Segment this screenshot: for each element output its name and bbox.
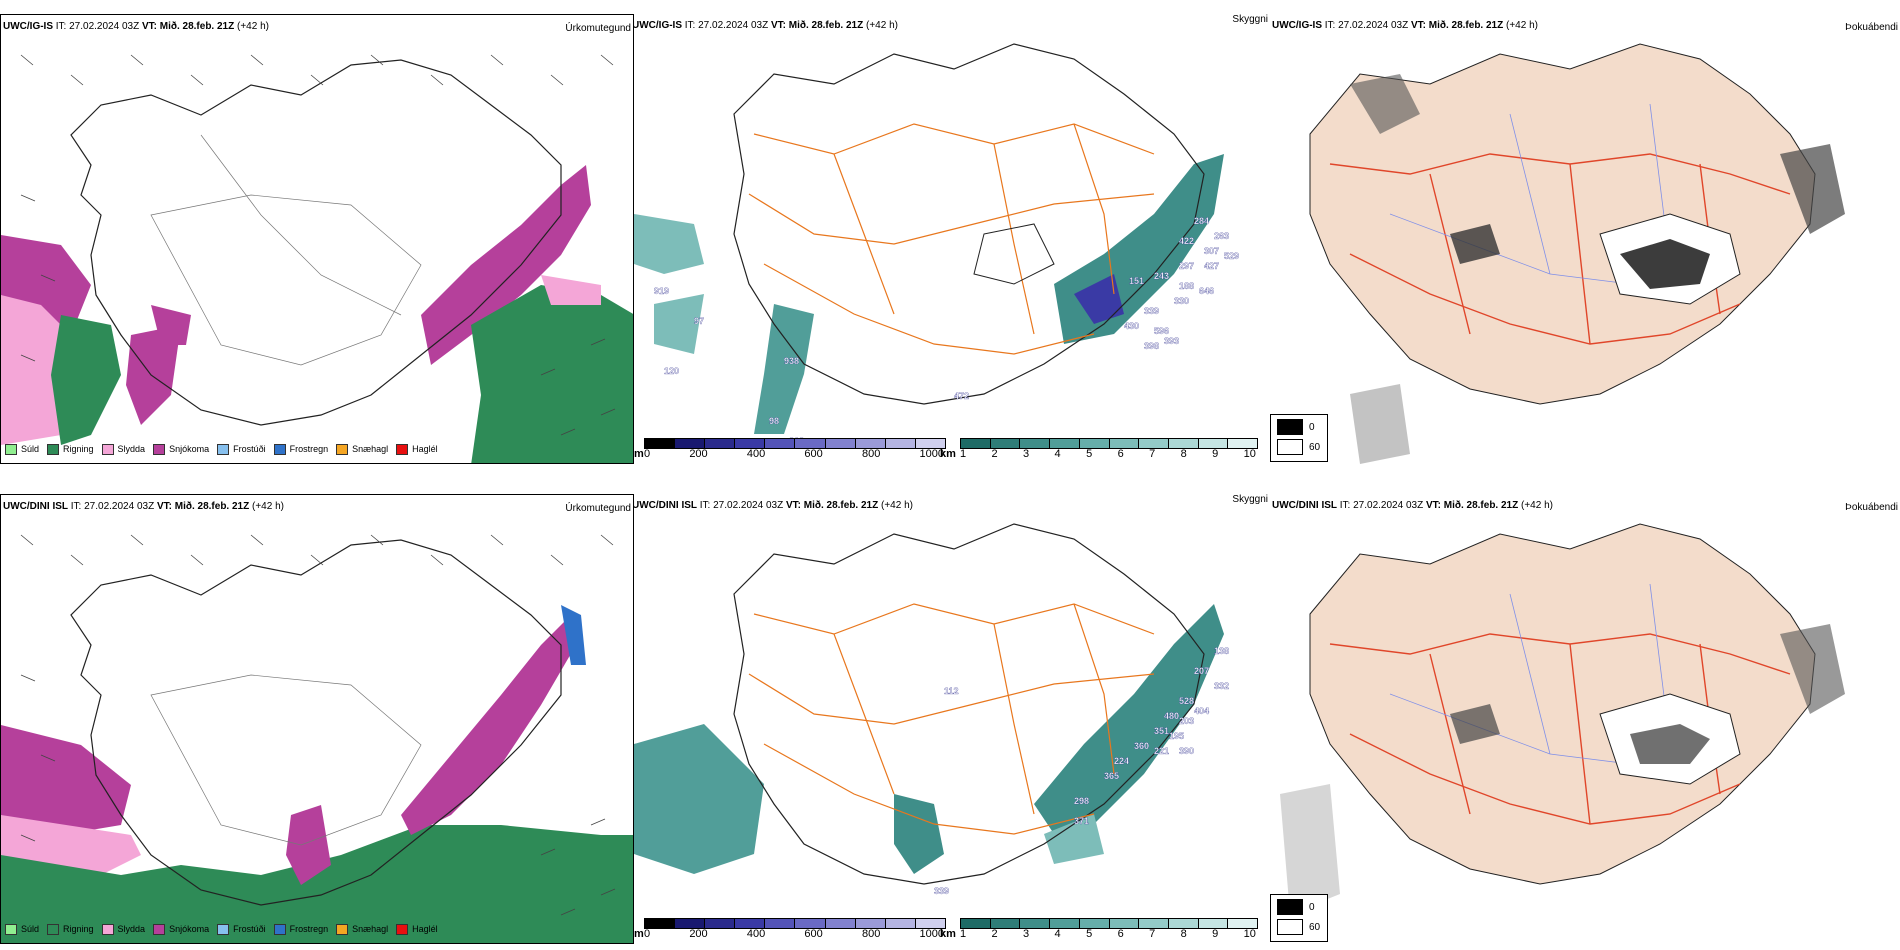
panel-title: Úrkomutegund <box>565 503 631 514</box>
fog-panel-top: UWC/IG-IS IT: 27.02.2024 03Z VT: Mið. 28… <box>1270 14 1900 464</box>
visibility-value-label: 195 <box>1169 731 1184 741</box>
visibility-value-label: 427 <box>1204 261 1219 271</box>
visibility-value-label: 120 <box>664 366 679 376</box>
visibility-value-label: 404 <box>1194 706 1209 716</box>
visibility-value-label: 188 <box>1179 281 1194 291</box>
panel-title: Skyggni <box>1232 14 1268 25</box>
visibility-value-label: 360 <box>1134 741 1149 751</box>
fog-map-top <box>1309 43 1845 464</box>
panel-header: UWC/IG-IS IT: 27.02.2024 03Z VT: Mið. 28… <box>634 20 898 31</box>
visibility-value-label: 138 <box>1214 646 1229 656</box>
visibility-value-label: 243 <box>1154 271 1169 281</box>
panel-title: Skyggni <box>1232 494 1268 505</box>
legend-swatch <box>153 443 166 455</box>
visibility-value-label: 365 <box>1104 771 1119 781</box>
visibility-value-label: 596 <box>1154 326 1169 336</box>
visibility-value-label: 528 <box>1179 696 1194 706</box>
visibility-value-label: 529 <box>1224 251 1239 261</box>
visibility-value-label: 284 <box>1194 216 1209 226</box>
legend-swatch <box>217 443 230 455</box>
panel-header: UWC/DINI ISL IT: 27.02.2024 03Z VT: Mið.… <box>3 501 284 512</box>
legend-swatch <box>273 443 286 455</box>
roads <box>748 123 1155 355</box>
panel-header: UWC/DINI ISL IT: 27.02.2024 03Z VT: Mið.… <box>1272 500 1553 511</box>
panel-header: UWC/IG-IS IT: 27.02.2024 03Z VT: Mið. 28… <box>3 21 269 32</box>
precip-legend: Súld Rigning Slydda Snjókoma Frostúði Fr… <box>5 920 438 938</box>
visibility-panel-bottom: 138 207 332 528 404 480 203 351 195 360 221 390 224 3… <box>634 494 1270 944</box>
visibility-value-label: 339 <box>934 886 949 896</box>
legend-swatch <box>101 443 114 455</box>
visibility-value-label: 112 <box>944 686 959 696</box>
visibility-value-label: 97 <box>694 316 704 326</box>
precip-legend: Súld Rigning Slydda Snjókoma Frostúði Fr… <box>5 440 438 458</box>
fog-map-bottom <box>1280 523 1845 914</box>
model-name: UWC/IG-IS <box>3 21 53 32</box>
visibility-value-label: 938 <box>784 356 799 366</box>
visibility-value-label: 480 <box>1164 711 1179 721</box>
colorbar-ticks-km: 1 2 3 4 5 6 7 8 9 10 <box>960 928 1256 940</box>
wind-barbs-bottom <box>20 534 616 916</box>
visibility-value-label: 224 <box>1114 756 1129 766</box>
legend-swatch <box>47 443 60 455</box>
colorbar-ticks-km: 1 2 3 4 5 6 7 8 9 10 <box>960 448 1256 460</box>
visibility-value-label: 339 <box>1144 306 1159 316</box>
visibility-value-label: 393 <box>1164 336 1179 346</box>
precip-type-panel-bottom: UWC/DINI ISL IT: 27.02.2024 03Z VT: Mið.… <box>0 494 634 944</box>
visibility-value-label: 298 <box>1074 796 1089 806</box>
precip-map-top <box>1 54 633 463</box>
visibility-value-label: 332 <box>1214 681 1229 691</box>
visibility-value-label: 151 <box>1129 276 1144 286</box>
panel-title: Þokuábendi <box>1845 22 1898 33</box>
panel-header: UWC/IG-IS IT: 27.02.2024 03Z VT: Mið. 28… <box>1272 20 1538 31</box>
visibility-value-label: 422 <box>1179 236 1194 246</box>
legend-swatch <box>5 443 17 455</box>
fog-legend: 0 60 <box>1270 414 1328 462</box>
visibility-panel-top: 284 263 422 307 529 297 427 243 151 188 646 330 339 4… <box>634 14 1270 464</box>
panel-header: UWC/DINI ISL IT: 27.02.2024 03Z VT: Mið.… <box>634 500 913 511</box>
visibility-value-label: 646 <box>1199 286 1214 296</box>
visibility-value-label: 390 <box>1179 746 1194 756</box>
legend-swatch <box>396 443 409 455</box>
fog-legend: 0 60 <box>1270 894 1328 942</box>
precip-map-bottom <box>1 534 633 943</box>
precip-type-panel-top: UWC/IG-IS IT: 27.02.2024 03Z VT: Mið. 28… <box>0 14 634 464</box>
visibility-value-label: 297 <box>1179 261 1194 271</box>
visibility-value-label: 919 <box>654 286 669 296</box>
wind-barbs-top <box>20 54 616 436</box>
visibility-colorbar-m <box>644 918 946 929</box>
roads-red <box>1329 633 1791 825</box>
visibility-value-label: 221 <box>1154 746 1169 756</box>
visibility-colorbar-m <box>644 438 946 449</box>
fog-panel-bottom: UWC/DINI ISL IT: 27.02.2024 03Z VT: Mið.… <box>1270 494 1900 944</box>
visibility-value-label: 263 <box>1214 231 1229 241</box>
visibility-value-label: 472 <box>954 391 969 401</box>
roads <box>748 603 1155 835</box>
colorbar-ticks-m: 0 200 400 600 800 1000 <box>644 928 944 940</box>
colorbar-ticks-m: 0 200 400 600 800 1000 <box>644 448 944 460</box>
visibility-value-label: 330 <box>1174 296 1189 306</box>
visibility-value-label: 307 <box>1204 246 1219 256</box>
visibility-value-label: 398 <box>1144 341 1159 351</box>
visibility-value-label: 430 <box>1124 321 1139 331</box>
panel-title: Þokuábendi <box>1845 502 1898 513</box>
visibility-colorbar-km <box>960 918 1258 929</box>
visibility-colorbar-km <box>960 438 1258 449</box>
visibility-value-label: 207 <box>1194 666 1209 676</box>
panel-title: Úrkomutegund <box>565 23 631 34</box>
visibility-value-label: 371 <box>1074 816 1089 826</box>
visibility-map-top: 284 263 422 307 529 297 427 243 151 188 646 330 339 4… <box>634 43 1239 446</box>
visibility-value-label: 203 <box>1179 716 1194 726</box>
roads-red <box>1329 153 1791 345</box>
visibility-value-label: 351 <box>1154 726 1169 736</box>
visibility-value-label: 98 <box>769 416 779 426</box>
legend-swatch <box>336 443 349 455</box>
